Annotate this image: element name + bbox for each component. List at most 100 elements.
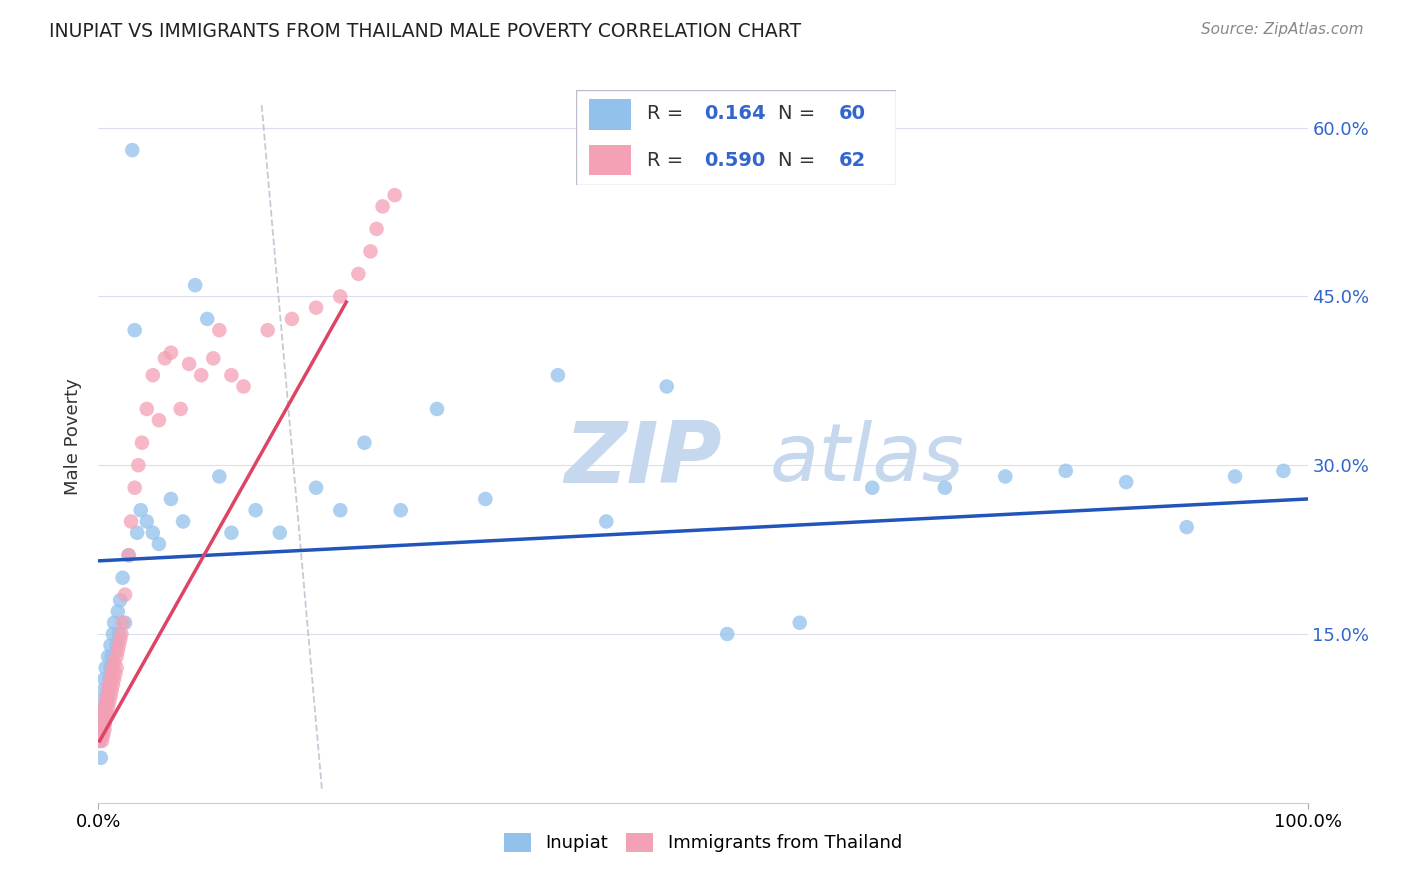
Inupiat [1272,464,1295,478]
Immigrants from Thailand [94,694,117,708]
Inupiat [1054,464,1077,478]
Inupiat [789,615,811,630]
Immigrants from Thailand [96,689,118,703]
Immigrants from Thailand [97,700,120,714]
Immigrants from Thailand [202,351,225,366]
Immigrants from Thailand [103,672,125,686]
Inupiat [98,672,121,686]
Inupiat [97,683,120,698]
Immigrants from Thailand [100,672,122,686]
Immigrants from Thailand [142,368,165,383]
Inupiat [103,615,125,630]
Inupiat [934,481,956,495]
Immigrants from Thailand [91,734,114,748]
Immigrants from Thailand [160,345,183,359]
Inupiat [195,312,218,326]
Inupiat [100,661,122,675]
Inupiat [474,491,496,506]
Inupiat [172,515,194,529]
Immigrants from Thailand [105,661,128,675]
Immigrants from Thailand [98,678,121,692]
Inupiat [90,751,112,765]
Inupiat [221,525,243,540]
Immigrants from Thailand [114,588,136,602]
Inupiat [208,469,231,483]
Immigrants from Thailand [118,548,141,562]
Inupiat [1223,469,1246,483]
Immigrants from Thailand [221,368,243,383]
Inupiat [101,627,124,641]
Immigrants from Thailand [93,700,115,714]
Immigrants from Thailand [256,323,278,337]
Inupiat [994,469,1017,483]
Immigrants from Thailand [90,717,112,731]
Immigrants from Thailand [100,666,122,681]
Immigrants from Thailand [384,188,406,202]
Inupiat [305,481,328,495]
Immigrants from Thailand [366,222,388,236]
Inupiat [160,491,183,506]
Inupiat [100,649,122,664]
Immigrants from Thailand [131,435,153,450]
Inupiat [1115,475,1137,489]
Immigrants from Thailand [107,644,129,658]
Immigrants from Thailand [103,655,125,669]
Immigrants from Thailand [329,289,352,303]
Immigrants from Thailand [148,413,170,427]
Text: atlas: atlas [769,420,965,498]
Inupiat [90,706,112,720]
Immigrants from Thailand [94,711,117,725]
Immigrants from Thailand [93,723,115,737]
Inupiat [96,694,118,708]
Immigrants from Thailand [105,649,128,664]
Inupiat [111,571,134,585]
Inupiat [184,278,207,293]
Inupiat [121,143,143,157]
Inupiat [142,525,165,540]
Inupiat [148,537,170,551]
Inupiat [94,706,117,720]
Inupiat [93,672,115,686]
Inupiat [353,435,375,450]
Inupiat [105,638,128,652]
Inupiat [97,649,120,664]
Immigrants from Thailand [108,638,131,652]
Immigrants from Thailand [90,728,112,742]
Inupiat [595,515,617,529]
Inupiat [245,503,267,517]
Immigrants from Thailand [111,615,134,630]
Immigrants from Thailand [101,678,124,692]
Immigrants from Thailand [93,717,115,731]
Immigrants from Thailand [124,481,146,495]
Inupiat [1175,520,1198,534]
Y-axis label: Male Poverty: Male Poverty [65,379,83,495]
Inupiat [129,503,152,517]
Inupiat [860,481,883,495]
Inupiat [547,368,569,383]
Immigrants from Thailand [153,351,176,366]
Immigrants from Thailand [91,711,114,725]
Immigrants from Thailand [169,401,191,416]
Immigrants from Thailand [100,683,122,698]
Text: Source: ZipAtlas.com: Source: ZipAtlas.com [1201,22,1364,37]
Immigrants from Thailand [97,683,120,698]
Inupiat [108,593,131,607]
Inupiat [89,734,111,748]
Text: INUPIAT VS IMMIGRANTS FROM THAILAND MALE POVERTY CORRELATION CHART: INUPIAT VS IMMIGRANTS FROM THAILAND MALE… [49,22,801,41]
Immigrants from Thailand [135,401,157,416]
Immigrants from Thailand [360,244,382,259]
Inupiat [114,615,136,630]
Inupiat [135,515,157,529]
Inupiat [118,548,141,562]
Inupiat [716,627,738,641]
Inupiat [329,503,352,517]
Inupiat [94,661,117,675]
Immigrants from Thailand [127,458,149,473]
Inupiat [91,728,114,742]
Inupiat [655,379,678,393]
Immigrants from Thailand [101,661,124,675]
Inupiat [124,323,146,337]
Immigrants from Thailand [208,323,231,337]
Text: ZIP: ZIP [564,417,721,500]
Inupiat [91,694,114,708]
